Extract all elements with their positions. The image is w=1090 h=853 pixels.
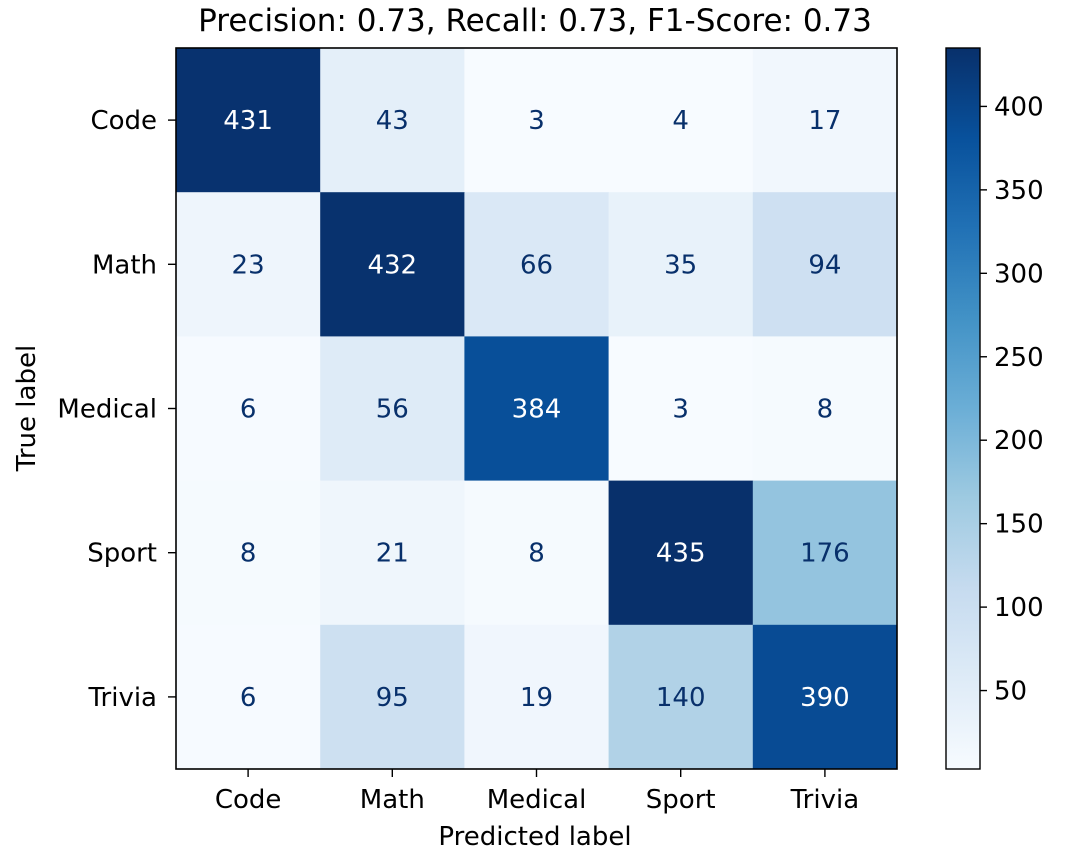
heatmap-cell: [608, 480, 754, 626]
cell-value-label: 43: [376, 106, 409, 136]
heatmap-cell: [176, 336, 321, 482]
heatmap-cell: [464, 624, 610, 770]
colorbar-tick-label: 250: [994, 343, 1044, 373]
colorbar: 50 100 150 200 250 300 350 400: [945, 47, 1044, 770]
heatmap-cell: [320, 624, 465, 770]
heatmap-cell: [176, 480, 321, 626]
cell-value-label: 21: [376, 539, 409, 569]
colorbar-tick-label: 200: [994, 426, 1044, 456]
cell-value-label: 4: [672, 106, 689, 136]
heatmap-cell: [608, 624, 754, 770]
cell-value-label: 8: [817, 395, 834, 425]
colorbar-tick-label: 150: [994, 510, 1044, 540]
cell-value-label: 17: [808, 106, 841, 136]
cell-value-label: 3: [528, 106, 545, 136]
x-tick-label: Trivia: [790, 785, 860, 815]
y-tick-label: Math: [92, 250, 157, 280]
cell-value-label: 19: [520, 683, 553, 713]
x-tick-label: Sport: [646, 785, 716, 815]
cell-value-label: 8: [528, 539, 545, 569]
heatmap-cell: [752, 192, 898, 337]
cell-value-label: 435: [656, 539, 706, 569]
cell-value-label: 140: [656, 683, 706, 713]
cell-value-label: 66: [520, 250, 553, 280]
cell-value-label: 432: [367, 250, 417, 280]
x-tick-label: Math: [360, 785, 425, 815]
x-tick-label: Medical: [487, 785, 587, 815]
heatmap-cell: [320, 480, 465, 626]
heatmap-cell: [176, 624, 321, 770]
cell-value-label: 431: [223, 106, 273, 136]
cell-value-label: 390: [800, 683, 850, 713]
colorbar-tick-label: 100: [994, 593, 1044, 623]
y-tick-label: Code: [90, 106, 157, 136]
x-tick-label: Code: [215, 785, 282, 815]
cell-value-label: 95: [376, 683, 409, 713]
x-axis-label: Predicted label: [438, 822, 631, 852]
cell-value-label: 384: [512, 395, 562, 425]
heatmap-cell: [176, 48, 321, 193]
heatmap-cell: [752, 336, 898, 482]
heatmap-cell: [752, 480, 898, 626]
cell-value-label: 6: [240, 395, 257, 425]
cell-value-label: 23: [232, 250, 265, 280]
heatmap-cell: [752, 48, 898, 193]
cell-value-label: 176: [800, 539, 850, 569]
colorbar-tick-label: 300: [994, 259, 1044, 289]
heatmap-cell: [320, 336, 465, 482]
colorbar-tick-label: 400: [994, 92, 1044, 122]
cell-value-label: 35: [664, 250, 697, 280]
heatmap-cell: [464, 480, 610, 626]
y-axis-ticks: Code Math Medical Sport Trivia: [57, 106, 176, 713]
heatmap-cell: [320, 192, 465, 337]
heatmap-cell: [752, 624, 898, 770]
colorbar-tick-label: 50: [994, 677, 1027, 707]
cell-value-label: 56: [376, 395, 409, 425]
chart-title: Precision: 0.73, Recall: 0.73, F1-Score:…: [198, 3, 872, 39]
heatmap-cell: [320, 48, 465, 193]
heatmap-cell: [464, 48, 610, 193]
heatmap-cell: [176, 192, 321, 337]
cell-value-label: 3: [672, 395, 689, 425]
cell-value-label: 6: [240, 683, 257, 713]
cell-value-label: 8: [240, 539, 257, 569]
x-axis-ticks: Code Math Medical Sport Trivia: [215, 769, 859, 815]
colorbar-gradient: [945, 47, 981, 770]
y-tick-label: Sport: [87, 539, 157, 569]
y-tick-label: Medical: [57, 395, 157, 425]
heatmap-cell: [464, 336, 610, 482]
heatmap-cell: [608, 192, 754, 337]
y-tick-label: Trivia: [87, 683, 157, 713]
colorbar-tick-label: 350: [994, 176, 1044, 206]
heatmap-cell: [608, 336, 754, 482]
heatmap-cell: [608, 48, 754, 193]
heatmap-cells: 431 43 3 4 17 23 432 66 35 94 6 56 384 3 8 8 21 8 435 176 6 9…: [176, 48, 898, 770]
cell-value-label: 94: [808, 250, 841, 280]
heatmap-cell: [464, 192, 610, 337]
y-axis-label: True label: [12, 345, 42, 472]
